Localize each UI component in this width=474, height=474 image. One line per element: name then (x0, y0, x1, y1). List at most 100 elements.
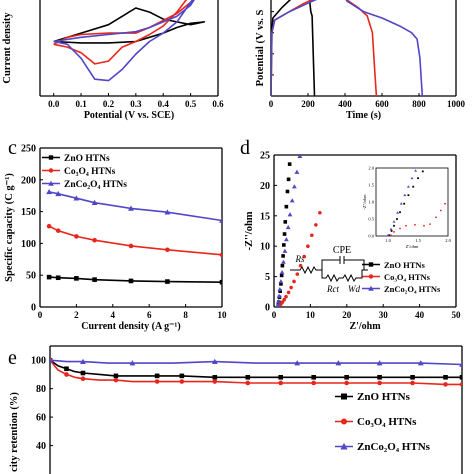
inset-data-point-2 (396, 211, 400, 214)
panel-a-x-tick-label: 0.3 (130, 99, 142, 109)
data-point-d-0 (283, 220, 288, 224)
data-point-d-2 (283, 237, 289, 242)
data-point-e-0 (311, 374, 316, 380)
inset-x-tick-label: 2.0 (445, 238, 451, 243)
panel-e-y-tick-label: 80 (36, 384, 46, 395)
data-point-c-0 (165, 279, 170, 284)
inset-data-point-2 (389, 227, 393, 231)
data-point-e-2 (211, 358, 218, 364)
inset-data-point-0 (412, 185, 415, 188)
circuit-rs-label: Rs (295, 254, 305, 264)
panel-a: 0.0 0.1 0.2 0.3 0.4 0.5 0.6 Potential (V vs. SC… (2, 0, 224, 121)
legend-label-d-2: ZnCo₂O₄ HTNs (384, 284, 441, 294)
data-point-d-2 (276, 293, 282, 298)
legend-label-e-2: ZnCo₂O₄ HTNs (357, 441, 431, 453)
series-line-b-2 (271, 0, 424, 96)
data-point-c-0 (74, 276, 79, 281)
panel-a-x-tick-label: 0.0 (48, 99, 60, 109)
panel-b-x-tick-label: 400 (338, 99, 352, 109)
panel-b-x-label: Time (s) (346, 110, 381, 121)
data-point-e-2 (50, 357, 53, 363)
inset-data-point-1 (399, 227, 401, 230)
data-point-c-0 (92, 277, 97, 282)
panel-c-x-tick-label: 4 (111, 310, 116, 320)
inset-data-point-0 (421, 170, 424, 173)
panel-e-y-tick-label: 60 (36, 413, 46, 424)
panel-d-y-tick-label: 10 (260, 242, 270, 253)
data-point-d-2 (297, 155, 303, 159)
data-point-c-1 (92, 237, 97, 243)
panel-d-x-tick-label: 50 (452, 310, 462, 320)
data-point-d-0 (284, 204, 289, 209)
panel-a-x-tick-label: 0.1 (75, 99, 87, 109)
panel-e: 40 60 80 100 city retention (%) e ZnO HTNs Co₃O… (8, 345, 463, 474)
panel-c-y-tick-label: 50 (26, 271, 36, 282)
data-point-d-2 (294, 169, 300, 174)
legend-marker-c-0 (48, 155, 54, 160)
data-point-d-1 (302, 254, 307, 259)
panel-b-x-tick-label: 600 (375, 99, 389, 109)
legend-marker-c-2 (48, 180, 54, 186)
series-line-e-2 (50, 359, 462, 366)
data-point-c-2 (55, 190, 62, 197)
panel-c-x-tick-label: 10 (218, 310, 228, 320)
data-point-e-1 (410, 380, 415, 386)
data-point-d-2 (287, 212, 293, 217)
data-point-e-1 (64, 372, 69, 377)
data-point-c-1 (219, 252, 222, 258)
panel-c-plot-area (46, 188, 222, 285)
data-point-e-2 (294, 360, 301, 366)
legend-label-e-0: ZnO HTNs (357, 391, 411, 403)
data-point-d-2 (278, 279, 284, 284)
panel-d-x-tick-label: 30 (379, 310, 389, 320)
data-point-d-0 (279, 282, 283, 286)
data-point-d-1 (310, 233, 314, 238)
data-point-e-0 (377, 374, 382, 380)
legend-marker-e-0 (341, 393, 347, 400)
data-point-e-1 (344, 380, 349, 386)
inset-data-point-0 (407, 194, 410, 197)
inset-data-point-1 (444, 202, 446, 205)
data-point-d-1 (295, 272, 300, 276)
inset-data-point-2 (392, 220, 396, 223)
panel-e-plot-area (50, 357, 462, 387)
legend-label-c-2: ZnCo₂O₄ HTNs (64, 180, 127, 190)
data-point-c-0 (46, 274, 52, 280)
panel-d-plot-area (275, 155, 322, 307)
panel-a-x-tick-label: 0.2 (103, 99, 115, 109)
panel-a-x-tick-label: 0.5 (185, 99, 197, 109)
inset-y-tick-label: 0.5 (368, 217, 374, 222)
panel-d-x-tick-label: 40 (415, 310, 425, 320)
data-point-e-1 (459, 382, 462, 387)
data-point-c-2 (128, 205, 134, 211)
circuit-cpe-branch (321, 256, 365, 270)
data-point-d-2 (285, 224, 291, 230)
data-point-e-0 (113, 373, 119, 379)
data-point-e-1 (278, 380, 284, 386)
series-line-c-2 (48, 191, 222, 222)
panel-c-x-label: Current density (A g⁻¹) (81, 321, 180, 332)
data-point-e-2 (80, 358, 86, 364)
panel-a-x-tick-label: 0.4 (158, 99, 170, 109)
data-point-d-1 (314, 223, 318, 227)
data-point-e-1 (80, 376, 86, 382)
data-point-d-0 (279, 273, 284, 278)
data-point-c-1 (55, 228, 61, 233)
inset-data-point-2 (403, 193, 407, 197)
panel-e-y-label: city retention (%) (9, 392, 20, 472)
data-point-e-2 (459, 361, 462, 367)
panel-e-y-tick-label: 40 (36, 441, 46, 452)
data-point-c-1 (128, 243, 134, 249)
circuit-rct-wd-branch (321, 269, 368, 283)
panel-c-letter: c (8, 137, 17, 159)
equivalent-circuit-diagram: CPE Rs Rct Wd (290, 245, 368, 294)
inset-data-point-1 (414, 223, 416, 226)
inset-y-tick-label: 0.0 (368, 234, 374, 239)
data-point-d-0 (282, 243, 286, 247)
inset-x-tick-label: 1.5 (415, 238, 421, 243)
panel-c-y-tick-label: 250 (21, 144, 36, 155)
data-point-e-0 (410, 374, 415, 380)
panel-b-x-tick-label: 200 (301, 99, 315, 109)
series-line-c-1 (48, 225, 222, 256)
